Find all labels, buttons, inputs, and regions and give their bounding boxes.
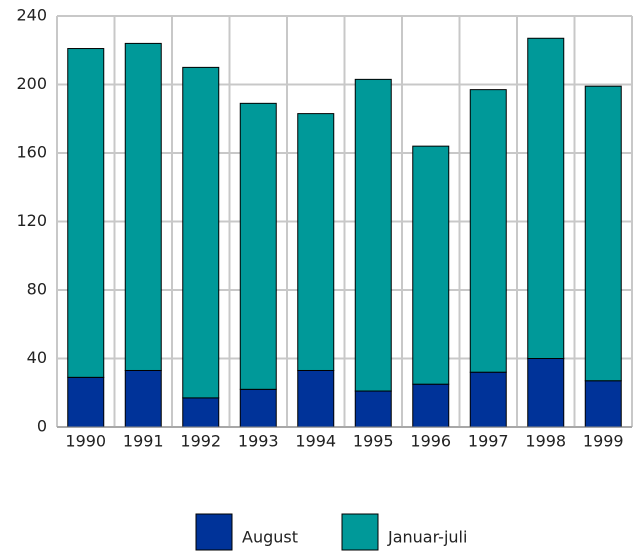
y-tick-label: 200 xyxy=(16,74,47,93)
bar-segment xyxy=(297,369,335,428)
bar-segment xyxy=(354,390,392,428)
bar-segment xyxy=(469,89,507,373)
x-tick-label: 1998 xyxy=(525,432,566,451)
x-tick-label: 1991 xyxy=(123,432,164,451)
legend-label: August xyxy=(242,528,298,547)
bar-segment xyxy=(469,371,507,428)
x-tick-label: 1999 xyxy=(583,432,624,451)
bar-segment xyxy=(182,397,220,428)
bar-segment xyxy=(239,388,277,428)
bar-segment xyxy=(527,37,565,359)
legend-swatch xyxy=(195,513,233,551)
x-tick-label: 1994 xyxy=(295,432,336,451)
y-tick-label: 40 xyxy=(27,348,47,367)
bar-segment xyxy=(182,66,220,399)
bar-segment xyxy=(67,376,105,428)
y-tick-label: 240 xyxy=(16,6,47,25)
x-tick-label: 1992 xyxy=(180,432,221,451)
x-tick-label: 1995 xyxy=(353,432,394,451)
bar-segment xyxy=(67,48,105,378)
bar-segment xyxy=(412,383,450,428)
y-tick-label: 120 xyxy=(16,211,47,230)
bar-segment xyxy=(297,113,335,371)
legend-swatch xyxy=(341,513,379,551)
bar-segment xyxy=(239,102,277,390)
bar-segment xyxy=(584,85,622,382)
legend-label: Januar-juli xyxy=(387,528,467,547)
x-tick-label: 1993 xyxy=(238,432,279,451)
bar-segment xyxy=(584,380,622,428)
bar-segment xyxy=(124,369,162,428)
y-tick-label: 160 xyxy=(16,143,47,162)
x-tick-label: 1990 xyxy=(65,432,106,451)
x-tick-label: 1997 xyxy=(468,432,509,451)
y-tick-label: 80 xyxy=(27,280,47,299)
bar-segment xyxy=(354,78,392,392)
bar-segment xyxy=(124,42,162,371)
y-tick-label: 0 xyxy=(37,417,47,436)
x-tick-label: 1996 xyxy=(410,432,451,451)
bar-segment xyxy=(412,145,450,385)
bar-segment xyxy=(527,358,565,428)
